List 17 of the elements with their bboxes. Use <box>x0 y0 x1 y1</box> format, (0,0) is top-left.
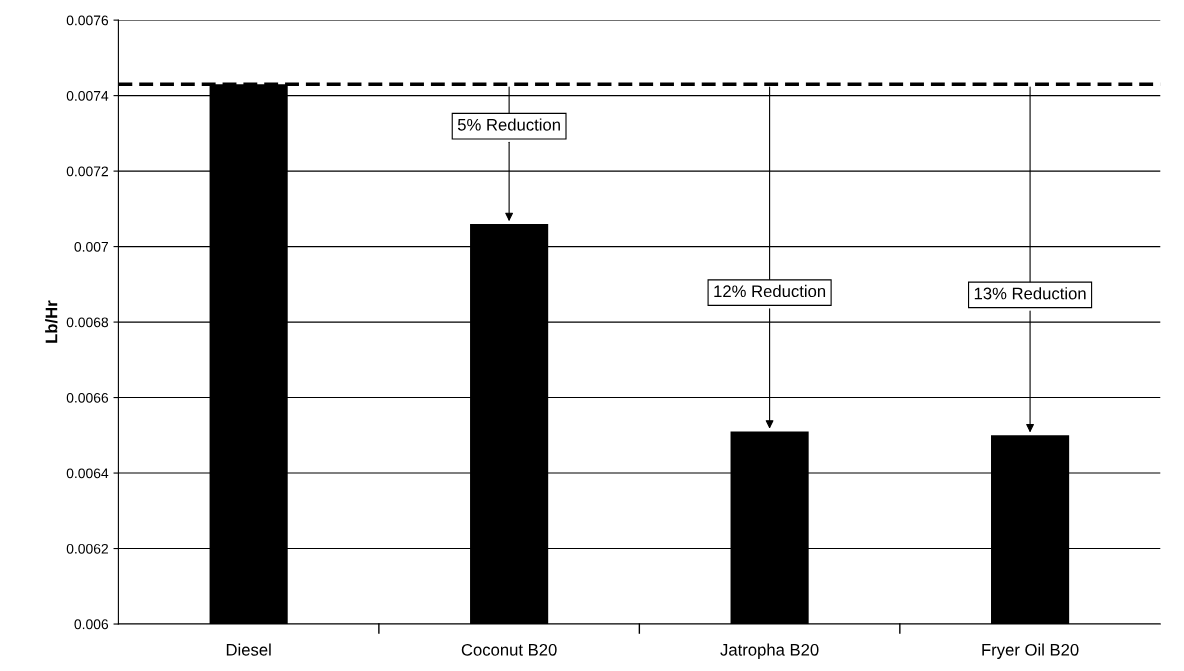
annotation: 5% Reduction <box>457 118 560 131</box>
annotation: 13% Reduction <box>974 287 1086 300</box>
y-tick-label: 0.0076 <box>66 15 109 26</box>
y-tick-label: 0.0072 <box>66 166 108 177</box>
y-tick-label: 0.006 <box>74 619 109 630</box>
y-tick-label: 0.007 <box>74 241 108 252</box>
y-tick-label: 0.0066 <box>66 392 109 403</box>
x-tick-label: Diesel <box>226 643 271 656</box>
x-tick-label: Fryer Oil B20 <box>982 643 1079 660</box>
y-tick-label: 0.0074 <box>66 90 109 101</box>
y-tick-label: 0.0068 <box>66 317 109 328</box>
y-axis-title: Lb/Hr <box>45 300 58 343</box>
annotation: 12% Reduction <box>714 284 826 298</box>
y-tick-label: 0.0064 <box>66 468 109 479</box>
y-tick-label: 0.0062 <box>66 543 108 554</box>
x-tick-label: Jatropha B20 <box>720 643 819 660</box>
x-tick-label: Coconut B20 <box>461 643 557 656</box>
